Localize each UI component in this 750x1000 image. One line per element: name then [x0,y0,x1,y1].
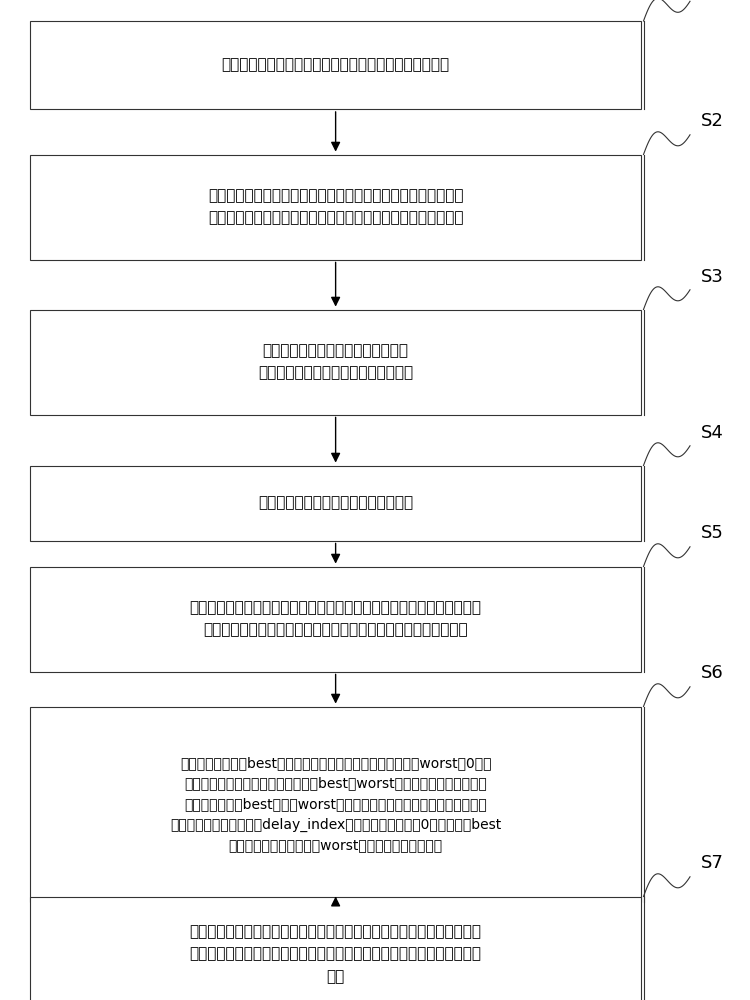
Text: 获取一组麦克风音频数字信号和一组扬声器音频数字信号: 获取一组麦克风音频数字信号和一组扬声器音频数字信号 [221,57,450,73]
Text: 根据延时估计值计算出麦克风音频数字信号或扬声器音频数字信号的偏移
量，并根据偏移量对麦克风音频数字信号或扬声器音频数字信号进行偏移
处理: 根据延时估计值计算出麦克风音频数字信号或扬声器音频数字信号的偏移 量，并根据偏移… [190,924,482,984]
Text: 初始化最优延时值best为二进制谱值的比特个数，最差延时值worst为0；将
有效比特位个数队列中的数值逐个与best和worst做比较，当满足当前有效
比特位: 初始化最优延时值best为二进制谱值的比特个数，最差延时值worst为0；将 有… [170,756,501,852]
Text: S6: S6 [701,664,724,682]
Text: S3: S3 [701,267,724,286]
Text: S7: S7 [701,854,724,872]
Text: 将麦克风音频数字信号和扬声器音频数字信号由时域信号转换为
频域信号，分别得到麦克风频域信号队列和扬声器频域信号队列: 将麦克风音频数字信号和扬声器音频数字信号由时域信号转换为 频域信号，分别得到麦克… [208,188,464,226]
Text: 将麦克风频域信号的当前帧的二进制谱值逐个与扬声器频域信号的二进制
谱值队列中的二进制谱值进行异或运算，得到有效比特位个数队列: 将麦克风频域信号的当前帧的二进制谱值逐个与扬声器频域信号的二进制 谱值队列中的二… [190,600,482,638]
Text: S5: S5 [701,524,724,542]
Text: S4: S4 [701,424,724,442]
Bar [30,154,641,259]
Bar [30,21,641,109]
Text: S2: S2 [701,112,724,130]
Bar [30,310,641,414]
Text: 计算扬声器频域信号的二进制谱值，
得到扬声器频域信号的二进制谱值队列: 计算扬声器频域信号的二进制谱值， 得到扬声器频域信号的二进制谱值队列 [258,343,413,381]
Bar [30,466,641,540]
Bar [30,706,641,902]
Bar [30,566,641,672]
Bar [30,896,641,1000]
Text: 计算当前麦克风频域信号的二进制谱值: 计算当前麦克风频域信号的二进制谱值 [258,495,413,510]
